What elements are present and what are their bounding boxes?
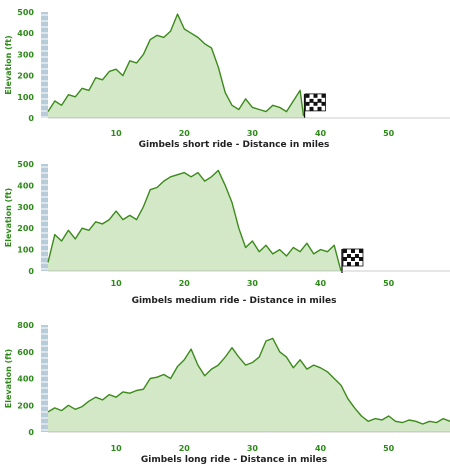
x-tick-label: 40 [315, 279, 327, 288]
y-tick-label: 300 [17, 203, 34, 212]
x-tick-label: 40 [315, 129, 327, 138]
x-tick-label: 10 [111, 444, 123, 453]
chart-title-short: Gimbels short ride - Distance in miles [139, 140, 330, 150]
y-tick-label: 500 [17, 8, 34, 17]
y-tick-label: 800 [17, 321, 34, 330]
y-tick-label: 100 [17, 93, 34, 102]
x-tick-label: 10 [111, 129, 123, 138]
x-tick-label: 50 [383, 279, 395, 288]
y-tick-label: 0 [28, 114, 34, 123]
y-tick-label: 600 [17, 348, 34, 357]
elevation-chart-short: 0 100 200 300 400 500 10 20 30 40 50 Elevation (ft)… [0, 0, 450, 156]
chart-title-medium: Gimbels medium ride - Distance in miles [132, 296, 337, 306]
x-tick-label: 20 [179, 279, 191, 288]
y-axis-label: Elevation (ft) [4, 35, 13, 94]
elevation-chart-medium: 0 100 200 300 400 500 10 20 30 40 50 Elevation (ft)… [0, 156, 450, 308]
y-tick-label: 400 [17, 375, 34, 384]
x-tick-label: 30 [247, 444, 259, 453]
elevation-chart-long: 0 200 400 600 800 10 20 30 40 50 Elevation (ft) Gim… [0, 312, 450, 470]
chart-svg-medium: 0 100 200 300 400 500 10 20 30 40 50 Elevation (ft)… [4, 160, 450, 306]
axis-side-bar [41, 12, 48, 118]
chart-svg-short: 0 100 200 300 400 500 10 20 30 40 50 Elevation (ft)… [4, 8, 450, 150]
x-tick-label: 50 [383, 129, 395, 138]
y-axis-label: Elevation (ft) [4, 188, 13, 247]
y-tick-label: 300 [17, 50, 34, 59]
elevation-line [47, 337, 450, 425]
x-tick-label: 20 [179, 444, 191, 453]
y-tick-label: 400 [17, 29, 34, 38]
y-tick-label: 100 [17, 246, 34, 255]
x-tick-label: 30 [247, 129, 259, 138]
elevation-area [48, 170, 341, 271]
elevation-area [48, 14, 304, 119]
y-tick-label: 200 [17, 72, 34, 81]
chart-title-long: Gimbels long ride - Distance in miles [141, 455, 327, 465]
x-tick-label: 20 [179, 129, 191, 138]
x-tick-label: 30 [247, 279, 259, 288]
elevation-line [47, 13, 305, 116]
y-tick-label: 0 [28, 428, 34, 437]
x-tick-label: 40 [315, 444, 327, 453]
axis-side-bar [41, 164, 48, 271]
y-tick-label: 200 [17, 224, 34, 233]
y-axis-label: Elevation (ft) [4, 349, 13, 408]
chart-svg-long: 0 200 400 600 800 10 20 30 40 50 Elevation (ft) Gim… [4, 321, 450, 465]
y-tick-label: 500 [17, 160, 34, 169]
y-tick-label: 0 [28, 267, 34, 276]
y-tick-label: 400 [17, 181, 34, 190]
y-tick-label: 200 [17, 401, 34, 410]
x-tick-label: 50 [383, 444, 395, 453]
checkered-flag-icon [303, 93, 326, 118]
x-tick-label: 10 [111, 279, 123, 288]
checkered-flag-icon [341, 248, 364, 273]
elevation-area [48, 338, 450, 432]
elevation-line [47, 169, 342, 272]
axis-side-bar [41, 325, 48, 432]
